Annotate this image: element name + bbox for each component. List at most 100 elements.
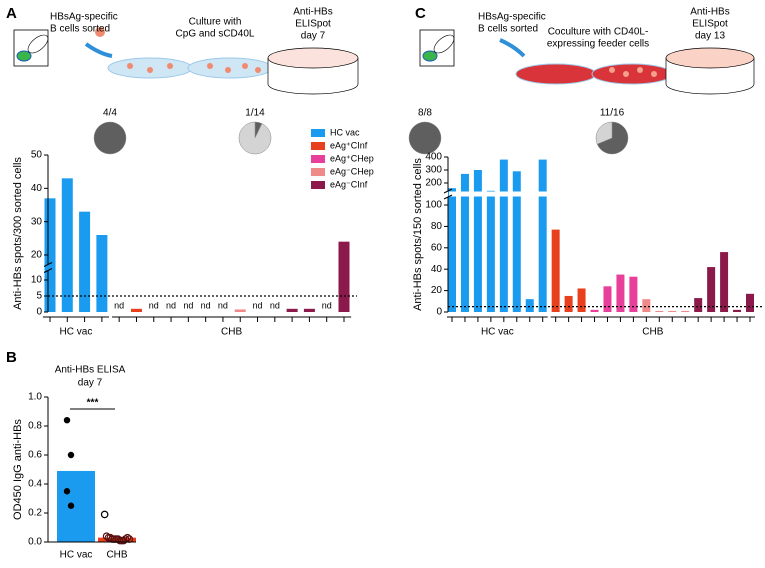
y-tick-label: 30 <box>31 216 43 227</box>
axis-break <box>43 262 53 267</box>
schematic-label: B cells sorted <box>50 24 110 35</box>
legend-label: eAg⁻CInf <box>330 179 368 189</box>
panel-label: A <box>6 5 17 22</box>
flow-gate <box>16 50 32 62</box>
bar <box>460 173 469 312</box>
schematic-label: HBsAg-specific <box>50 12 118 23</box>
schematic-label: day 13 <box>695 31 725 42</box>
bar <box>96 235 108 312</box>
legend-label: eAg⁺CHep <box>330 153 374 163</box>
bar <box>629 276 638 312</box>
legend-swatch <box>311 142 325 150</box>
schematic-label: Anti-HBs <box>690 7 729 18</box>
bar <box>746 293 754 312</box>
legend-swatch <box>311 168 325 176</box>
x-tick-label: CHB <box>106 550 127 561</box>
y-tick-label: 5 <box>36 291 42 302</box>
schematic-label: ELISpot <box>692 19 728 30</box>
schematic-label: day 7 <box>301 31 326 42</box>
data-point <box>67 451 75 459</box>
y-tick-label: 50 <box>31 150 43 161</box>
arrow <box>84 42 113 58</box>
bar <box>564 295 573 312</box>
pie-label: 4/4 <box>103 108 117 119</box>
feeder-dish <box>515 63 597 85</box>
y-axis-label: OD450 IgG anti-HBs <box>12 419 24 520</box>
bar <box>720 252 729 312</box>
legend-label: eAg⁺CInf <box>330 140 368 150</box>
pie-slice <box>93 121 127 155</box>
y-tick-label: 60 <box>431 242 443 253</box>
panel-label: B <box>6 349 17 366</box>
pie-slice <box>408 121 442 155</box>
value-label: nd <box>322 300 332 310</box>
schematic-label: HBsAg-specific <box>478 12 546 23</box>
y-axis-label: Anti-HBs spots/150 sorted cells <box>412 158 424 311</box>
value-label: nd <box>149 300 159 310</box>
significance-label: *** <box>87 398 99 409</box>
schematic-art <box>419 29 755 95</box>
pie-slice <box>596 121 629 155</box>
chart-title: Anti-HBs ELISA <box>55 365 126 376</box>
chart-title: day 7 <box>78 378 103 389</box>
y-tick-label: 0 <box>436 307 442 318</box>
flow-gate <box>422 50 438 62</box>
bar <box>286 308 298 312</box>
y-tick-label: 0.2 <box>28 508 42 519</box>
bar <box>551 229 560 312</box>
axis-break <box>43 268 53 273</box>
schematic-label: Coculture with CD40L- <box>548 27 649 38</box>
legend-swatch <box>311 129 325 137</box>
bar <box>448 188 456 312</box>
group-label: HC vac <box>60 327 93 338</box>
bar <box>577 288 586 312</box>
data-point <box>102 532 111 541</box>
bar <box>512 171 521 312</box>
bar <box>525 299 534 312</box>
schematic-label: Anti-HBs <box>293 7 332 18</box>
pie-slice <box>238 121 272 155</box>
bar <box>681 310 690 312</box>
pie-label: 11/16 <box>600 108 625 119</box>
pie-slice <box>595 121 613 145</box>
y-tick-label: 80 <box>431 221 443 232</box>
well <box>267 47 359 69</box>
group-label: CHB <box>221 327 242 338</box>
bar <box>44 198 56 312</box>
bar <box>338 241 350 312</box>
y-tick-label: 100 <box>425 200 442 211</box>
bar <box>707 267 716 312</box>
group-label: CHB <box>642 327 663 338</box>
data-point <box>100 510 109 519</box>
feeder-dish <box>591 63 673 85</box>
bar <box>590 309 599 312</box>
y-tick-label: 1.0 <box>28 392 42 403</box>
well <box>665 47 755 69</box>
bar <box>603 286 612 312</box>
y-tick-label: 20 <box>31 250 43 261</box>
bar <box>694 298 703 312</box>
pie-label: 8/8 <box>418 108 432 119</box>
axis-break <box>443 188 453 194</box>
data-point <box>63 417 71 424</box>
schematic-label: B cells sorted <box>478 24 538 35</box>
bar <box>642 299 651 312</box>
value-label: nd <box>201 300 211 310</box>
y-tick-label: 0.4 <box>28 479 42 490</box>
bar <box>655 310 664 312</box>
data-point <box>67 502 75 509</box>
bar <box>668 310 677 312</box>
y-tick-label: 20 <box>431 285 443 296</box>
value-label: nd <box>253 300 263 310</box>
bar <box>303 308 315 312</box>
schematic-label: CpG and sCD40L <box>176 29 255 40</box>
bar <box>79 211 91 312</box>
cells <box>609 67 657 77</box>
value-label: nd <box>218 300 228 310</box>
x-tick-label: HC vac <box>60 550 93 561</box>
group-label: HC vac <box>481 327 514 338</box>
cells <box>127 63 261 73</box>
bar <box>538 159 547 312</box>
schematic-label: ELISpot <box>295 19 331 30</box>
